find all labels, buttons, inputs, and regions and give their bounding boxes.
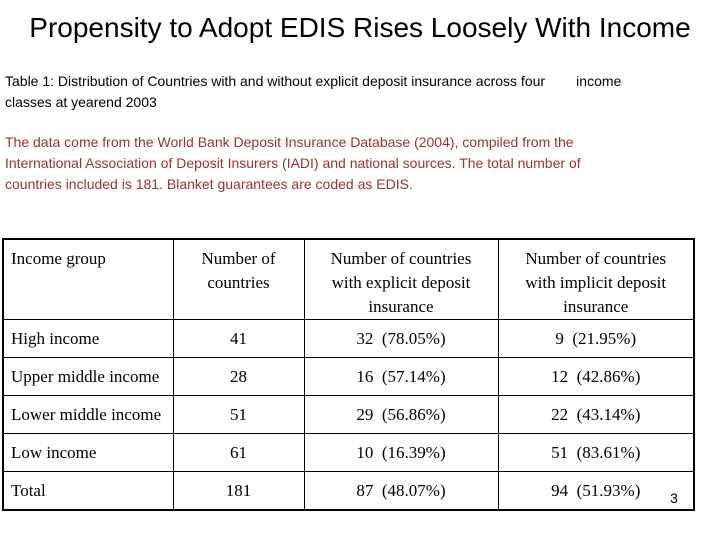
cell-income-group: Upper middle income — [2, 357, 174, 396]
cell-countries: 28 — [172, 357, 305, 396]
cell-income-group: Lower middle income — [2, 395, 174, 434]
cell-explicit: 32 (78.05%) — [303, 319, 499, 358]
table-row-low-income: Low income 61 10 (16.39%) 51 (83.61%) — [2, 433, 695, 472]
cell-implicit: 12 (42.86%) — [497, 357, 695, 396]
cell-explicit: 87 (48.07%) — [303, 471, 499, 510]
header-implicit-line-2: with implicit deposit — [525, 273, 667, 292]
deposit-insurance-table: Income group Number of countries Number … — [2, 238, 695, 511]
table-caption-line-1: Table 1: Distribution of Countries with … — [5, 73, 622, 89]
table-header-row: Income group Number of countries Number … — [2, 238, 695, 320]
source-note: The data come from the World Bank Deposi… — [5, 132, 707, 195]
table-caption-line-2: classes at yearend 2003 — [5, 94, 157, 110]
cell-implicit: 94 (51.93%) — [497, 471, 695, 510]
header-implicit-deposit-insurance: Number of countries with implicit deposi… — [497, 238, 695, 320]
header-implicit-line-3: insurance — [563, 297, 629, 316]
slide-page-number: 3 — [670, 490, 678, 506]
source-note-line-2: International Association of Deposit Ins… — [5, 155, 581, 171]
header-countries-line-2: countries — [207, 273, 270, 292]
header-income-group: Income group — [2, 238, 174, 320]
header-number-of-countries: Number of countries — [172, 238, 305, 320]
cell-countries: 181 — [172, 471, 305, 510]
table-caption: Table 1: Distribution of Countries with … — [5, 71, 713, 113]
cell-explicit: 10 (16.39%) — [303, 433, 499, 472]
header-countries-line-1: Number of — [201, 249, 276, 268]
table-row-upper-middle-income: Upper middle income 28 16 (57.14%) 12 (4… — [2, 357, 695, 396]
cell-income-group: Total — [2, 471, 174, 510]
source-note-line-3: countries included is 181. Blanket guara… — [5, 176, 413, 192]
cell-implicit: 22 (43.14%) — [497, 395, 695, 434]
header-explicit-line-1: Number of countries — [330, 249, 472, 268]
cell-explicit: 29 (56.86%) — [303, 395, 499, 434]
header-explicit-line-3: insurance — [368, 297, 434, 316]
header-implicit-line-1: Number of countries — [525, 249, 667, 268]
cell-income-group: Low income — [2, 433, 174, 472]
source-note-line-1: The data come from the World Bank Deposi… — [5, 134, 574, 150]
table-row-total: Total 181 87 (48.07%) 94 (51.93%) — [2, 471, 695, 510]
cell-countries: 61 — [172, 433, 305, 472]
table-row-high-income: High income 41 32 (78.05%) 9 (21.95%) — [2, 319, 695, 358]
cell-income-group: High income — [2, 319, 174, 358]
header-explicit-deposit-insurance: Number of countries with explicit deposi… — [303, 238, 499, 320]
cell-implicit: 51 (83.61%) — [497, 433, 695, 472]
table-row-lower-middle-income: Lower middle income 51 29 (56.86%) 22 (4… — [2, 395, 695, 434]
cell-implicit: 9 (21.95%) — [497, 319, 695, 358]
cell-explicit: 16 (57.14%) — [303, 357, 499, 396]
slide-title: Propensity to Adopt EDIS Rises Loosely W… — [29, 12, 691, 43]
header-explicit-line-2: with explicit deposit — [331, 273, 471, 292]
cell-countries: 41 — [172, 319, 305, 358]
cell-countries: 51 — [172, 395, 305, 434]
